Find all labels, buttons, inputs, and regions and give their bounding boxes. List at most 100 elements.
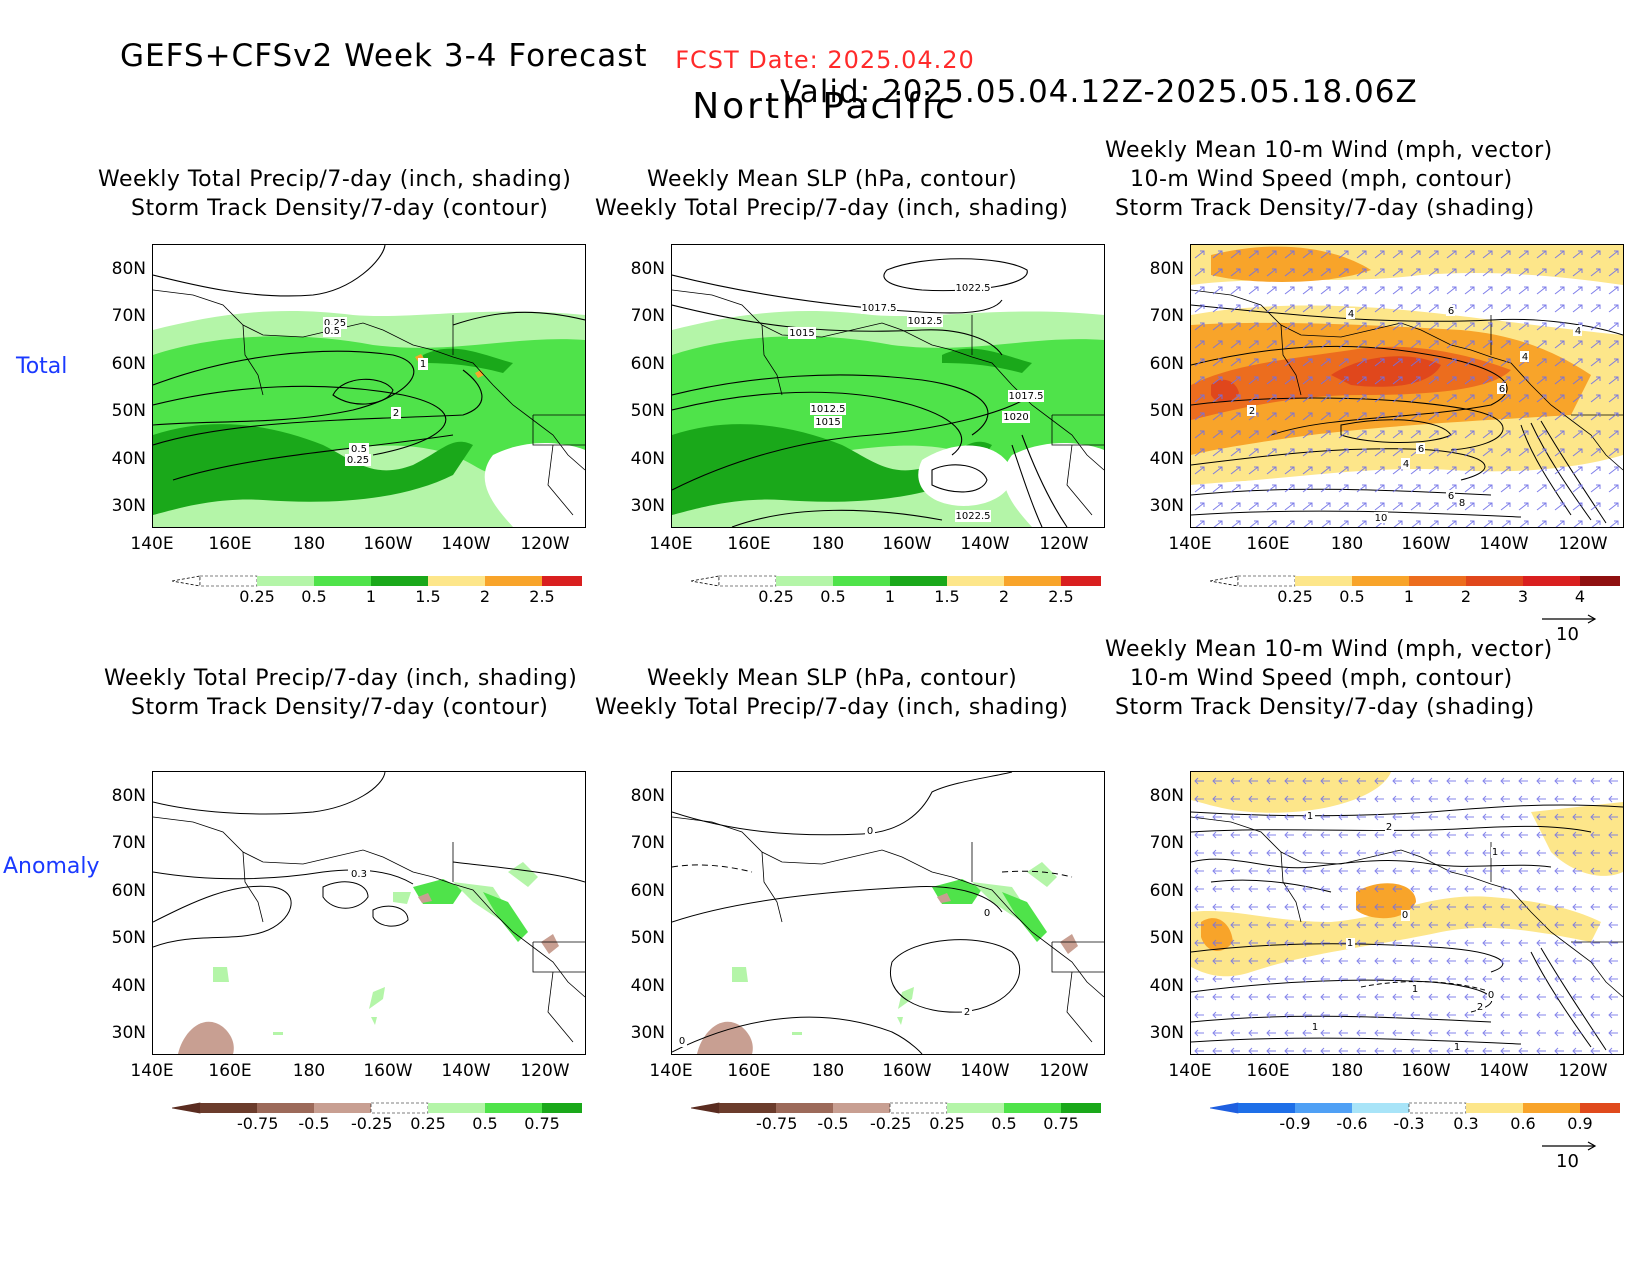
p3-lat-label: 70N bbox=[1149, 306, 1184, 326]
colorbar-precip-anomaly-tick-label: 0.75 bbox=[524, 1114, 560, 1133]
p2-contour-label-2: 1015 bbox=[789, 328, 814, 339]
main-title-row: GEFS+CFSv2 Week 3-4 Forecast Valid: 2025… bbox=[0, 2, 1650, 110]
p2-lat-label: 70N bbox=[630, 306, 665, 326]
p6-lat-label: 80N bbox=[1149, 786, 1184, 806]
p2-contour-label-1: 1017.5 bbox=[862, 303, 897, 314]
row-label-total: Total bbox=[16, 354, 68, 379]
p4-lat-label: 80N bbox=[111, 786, 146, 806]
colorbar-precip-anomaly-segment bbox=[542, 1103, 582, 1113]
panel6-title-line2: 10-m Wind Speed (mph, contour) bbox=[1130, 666, 1513, 691]
colorbar-wind-anomaly-lower-triangle bbox=[1210, 1102, 1239, 1114]
p2-contour-label-0: 1022.5 bbox=[956, 283, 991, 294]
colorbar-slp-total bbox=[691, 575, 1101, 587]
p1-lat-label: 70N bbox=[111, 306, 146, 326]
p2-contour-label-7: 1020 bbox=[1003, 412, 1028, 423]
p3-lon-label: 160W bbox=[1401, 534, 1451, 554]
p3-contour-label-8: 8 bbox=[1459, 498, 1465, 509]
p3-lat-label: 50N bbox=[1149, 401, 1184, 421]
p3-contour-label-3: 2 bbox=[1249, 406, 1255, 417]
colorbar-precip-anomaly-tick-label: -0.75 bbox=[237, 1114, 279, 1133]
colorbar-slp-anomaly-tick-label: -0.5 bbox=[817, 1114, 849, 1133]
colorbar-slp-total-segment bbox=[718, 575, 777, 587]
colorbar-slp-total-tick-label: 0.5 bbox=[820, 587, 846, 606]
p5-lat-label: 50N bbox=[630, 928, 665, 948]
panel5-title-line1: Weekly Mean SLP (hPa, contour) bbox=[647, 666, 1018, 691]
colorbar-slp-anomaly-segment bbox=[833, 1103, 890, 1113]
p5-lat-label: 60N bbox=[630, 881, 665, 901]
forecast-date: FCST Date: 2025.04.20 bbox=[675, 46, 975, 74]
colorbar-precip-total-segment bbox=[257, 576, 314, 586]
p6-contour-label-9: 1 bbox=[1454, 1042, 1460, 1053]
p2-contour-label-5: 1015 bbox=[815, 417, 840, 428]
colorbar-slp-anomaly-lower-triangle bbox=[691, 1102, 720, 1114]
p6-lat-label: 60N bbox=[1149, 881, 1184, 901]
colorbar-slp-total-tick-label: 2.5 bbox=[1048, 587, 1074, 606]
colorbar-precip-total-tick-label: 1.5 bbox=[415, 587, 441, 606]
colorbar-precip-anomaly-segment bbox=[257, 1103, 314, 1113]
p5-lon-label: 180 bbox=[811, 1061, 845, 1081]
row-label-anomaly: Anomaly bbox=[3, 854, 100, 879]
colorbar-precip-total-segment bbox=[314, 576, 371, 586]
p2-lat-label: 30N bbox=[630, 496, 665, 516]
p5-lon-label: 160W bbox=[882, 1061, 932, 1081]
p1-contour-label-1: 0.5 bbox=[324, 326, 340, 337]
p5-lat-label: 70N bbox=[630, 833, 665, 853]
panel5-title-line2: Weekly Total Precip/7-day (inch, shading… bbox=[595, 695, 1069, 720]
colorbar-precip-total bbox=[172, 575, 582, 587]
p6-contour-label-3: 0 bbox=[1402, 910, 1408, 921]
p6-lon-label: 160E bbox=[1246, 1061, 1290, 1081]
p1-contour-label-4: 0.5 bbox=[351, 444, 367, 455]
panel3-title-line1: Weekly Mean 10-m Wind (mph, vector) bbox=[1105, 138, 1553, 163]
colorbar-wind-anomaly-tick-label: 0.6 bbox=[1510, 1114, 1536, 1133]
colorbar-slp-total-segment bbox=[890, 576, 947, 586]
p6-contour-label-2: 1 bbox=[1492, 847, 1498, 858]
colorbar-precip-anomaly-segment bbox=[370, 1102, 429, 1114]
colorbar-precip-anomaly-segment bbox=[314, 1103, 371, 1113]
colorbar-precip-total-segment bbox=[485, 576, 542, 586]
colorbar-slp-anomaly-segment bbox=[889, 1102, 948, 1114]
colorbar-slp-total-segment bbox=[776, 576, 833, 586]
p6-contour-label-0: 1 bbox=[1307, 811, 1313, 822]
colorbar-slp-total-tick-label: 1 bbox=[884, 587, 896, 606]
slp-total-map-svg: 1022.5 1017.5 1015 1012.5 1012.5 1015 10… bbox=[672, 258, 1104, 527]
p5-lat-label: 30N bbox=[630, 1023, 665, 1043]
precip-total-map-svg: 0.25 0.5 1 2 0.5 0.25 bbox=[153, 245, 585, 527]
colorbar-precip-total-tick-label: 0.25 bbox=[239, 587, 275, 606]
p3-contour-label-2: 4 bbox=[1575, 326, 1581, 337]
main-title: GEFS+CFSv2 Week 3-4 Forecast bbox=[120, 38, 648, 74]
panel3-title-line3: Storm Track Density/7-day (shading) bbox=[1115, 196, 1535, 221]
vector-reference-arrow-total bbox=[1542, 614, 1597, 624]
colorbar-wind-total-tick-label: 0.25 bbox=[1277, 587, 1313, 606]
colorbar-wind-total-lower-triangle bbox=[1210, 575, 1239, 587]
p4-lon-label: 140E bbox=[130, 1061, 174, 1081]
p1-lon-label: 160W bbox=[363, 534, 413, 554]
colorbar-slp-total-lower-triangle bbox=[691, 575, 720, 587]
p3-contour-label-10: 4 bbox=[1522, 352, 1528, 363]
colorbar-wind-total-segment bbox=[1237, 575, 1296, 587]
p4-lon-label: 160E bbox=[208, 1061, 252, 1081]
p6-contour-label-1: 2 bbox=[1386, 822, 1392, 833]
colorbar-slp-anomaly bbox=[691, 1102, 1101, 1114]
p2-lon-label: 140E bbox=[649, 534, 693, 554]
p6-lon-label: 120W bbox=[1558, 1061, 1608, 1081]
colorbar-slp-total-segment bbox=[947, 576, 1004, 586]
colorbar-slp-total-segment bbox=[1004, 576, 1061, 586]
colorbar-slp-anomaly-tick-label: 0.75 bbox=[1043, 1114, 1079, 1133]
p1-contour-label-2: 1 bbox=[420, 359, 426, 370]
colorbar-slp-anomaly-segment bbox=[947, 1103, 1004, 1113]
vector-reference-label-anomaly: 10 bbox=[1556, 1151, 1579, 1172]
colorbar-slp-anomaly-tick-label: -0.25 bbox=[870, 1114, 912, 1133]
colorbar-slp-anomaly-segment bbox=[1061, 1103, 1101, 1113]
colorbar-slp-total-tick-label: 1.5 bbox=[934, 587, 960, 606]
p4-lat-label: 50N bbox=[111, 928, 146, 948]
colorbar-precip-total-tick-label: 0.5 bbox=[301, 587, 327, 606]
colorbar-precip-anomaly-segment bbox=[200, 1103, 257, 1113]
p3-contour-label-4: 6 bbox=[1499, 384, 1505, 395]
colorbar-precip-anomaly-tick-label: 0.5 bbox=[472, 1114, 498, 1133]
colorbar-slp-anomaly-segment bbox=[1004, 1103, 1061, 1113]
p6-contour-label-6: 2 bbox=[1477, 1002, 1483, 1013]
slp-anomaly-map-svg: 0 0 2 0 bbox=[672, 772, 1104, 1054]
p1-lon-label: 120W bbox=[520, 534, 570, 554]
p1-lat-label: 60N bbox=[111, 354, 146, 374]
p5-lat-label: 80N bbox=[630, 786, 665, 806]
